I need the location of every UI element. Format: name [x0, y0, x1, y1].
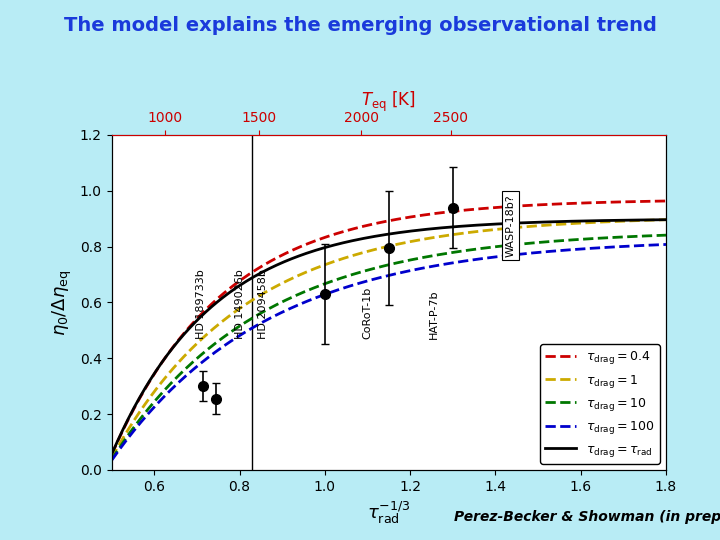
- Line: $\tau_{\rm drag} =10$: $\tau_{\rm drag} =10$: [112, 235, 666, 460]
- $\tau_{\rm drag} =0.4$: [436, 210, 444, 216]
- $\tau_{\rm drag} =1$: [437, 233, 446, 239]
- Line: $\tau_{\rm drag} =100$: $\tau_{\rm drag} =100$: [112, 245, 666, 461]
- $\tau_{\rm drag} = \tau_{\rm rad}$: [107, 451, 116, 458]
- $\tau_{\rm drag} = \tau_{\rm rad}$: [575, 218, 583, 224]
- $\tau_{\rm drag} =1$: [575, 220, 583, 226]
- $\tau_{\rm drag} =1$: [436, 233, 444, 240]
- $\tau_{\rm drag} =10$: [436, 251, 444, 258]
- Text: HAT-P-7b: HAT-P-7b: [428, 289, 438, 339]
- Text: HD 149026b: HD 149026b: [235, 269, 245, 339]
- $\tau_{\rm drag} =100$: [436, 262, 444, 268]
- Text: HD 209458b: HD 209458b: [258, 269, 268, 339]
- $\tau_{\rm drag} =1$: [610, 218, 618, 225]
- Text: Perez-Becker & Showman (in prep): Perez-Becker & Showman (in prep): [454, 510, 720, 524]
- $\tau_{\rm drag} =0.4$: [575, 200, 583, 206]
- $\tau_{\rm drag} =10$: [610, 234, 618, 241]
- $\tau_{\rm drag} =0.4$: [662, 198, 670, 204]
- X-axis label: $T_{\rm eq}$ [K]: $T_{\rm eq}$ [K]: [361, 90, 416, 114]
- $\tau_{\rm drag} =10$: [446, 249, 455, 256]
- $\tau_{\rm drag} =10$: [575, 236, 583, 242]
- $\tau_{\rm drag} =100$: [662, 241, 670, 248]
- $\tau_{\rm drag} =0.4$: [107, 451, 116, 458]
- $\tau_{\rm drag} = \tau_{\rm rad}$: [610, 217, 618, 224]
- $\tau_{\rm drag} =100$: [437, 261, 446, 268]
- $\tau_{\rm drag} =1$: [109, 451, 118, 458]
- Text: WASP-18b?: WASP-18b?: [505, 194, 516, 257]
- $\tau_{\rm drag} = \tau_{\rm rad}$: [446, 224, 455, 230]
- $\tau_{\rm drag} =0.4$: [446, 208, 455, 215]
- X-axis label: $\tau_{\rm rad}^{-1/3}$: $\tau_{\rm rad}^{-1/3}$: [367, 499, 410, 525]
- $\tau_{\rm drag} =10$: [662, 232, 670, 238]
- $\tau_{\rm drag} = \tau_{\rm rad}$: [436, 225, 444, 231]
- $\tau_{\rm drag} =10$: [107, 456, 116, 463]
- Text: HD 189733b: HD 189733b: [196, 269, 206, 339]
- $\tau_{\rm drag} =0.4$: [437, 210, 446, 216]
- $\tau_{\rm drag} =10$: [437, 251, 446, 258]
- $\tau_{\rm drag} =100$: [109, 455, 118, 461]
- $\tau_{\rm drag} =1$: [446, 232, 455, 238]
- $\tau_{\rm drag} =100$: [107, 457, 116, 464]
- Line: $\tau_{\rm drag} =1$: $\tau_{\rm drag} =1$: [112, 220, 666, 458]
- Y-axis label: $\eta_0/\Delta\eta_{\rm eq}$: $\eta_0/\Delta\eta_{\rm eq}$: [51, 269, 74, 335]
- Line: $\tau_{\rm drag} =0.4$: $\tau_{\rm drag} =0.4$: [112, 201, 666, 455]
- Line: $\tau_{\rm drag} = \tau_{\rm rad}$: $\tau_{\rm drag} = \tau_{\rm rad}$: [112, 220, 666, 455]
- $\tau_{\rm drag} =0.4$: [109, 447, 118, 454]
- $\tau_{\rm drag} =1$: [107, 455, 116, 461]
- $\tau_{\rm drag} =0.4$: [610, 199, 618, 205]
- Legend: $\tau_{\rm drag} =0.4$, $\tau_{\rm drag} =1$, $\tau_{\rm drag} =10$, $\tau_{\rm : $\tau_{\rm drag} =0.4$, $\tau_{\rm drag}…: [540, 345, 660, 463]
- $\tau_{\rm drag} = \tau_{\rm rad}$: [109, 447, 118, 454]
- Text: The model explains the emerging observational trend: The model explains the emerging observat…: [63, 16, 657, 35]
- $\tau_{\rm drag} = \tau_{\rm rad}$: [662, 217, 670, 223]
- $\tau_{\rm drag} = \tau_{\rm rad}$: [437, 225, 446, 231]
- $\tau_{\rm drag} =100$: [446, 260, 455, 266]
- $\tau_{\rm drag} =100$: [575, 246, 583, 252]
- $\tau_{\rm drag} =1$: [662, 217, 670, 223]
- $\tau_{\rm drag} =100$: [610, 244, 618, 250]
- $\tau_{\rm drag} =10$: [109, 454, 118, 460]
- Text: CoRoT-1b: CoRoT-1b: [362, 286, 372, 339]
